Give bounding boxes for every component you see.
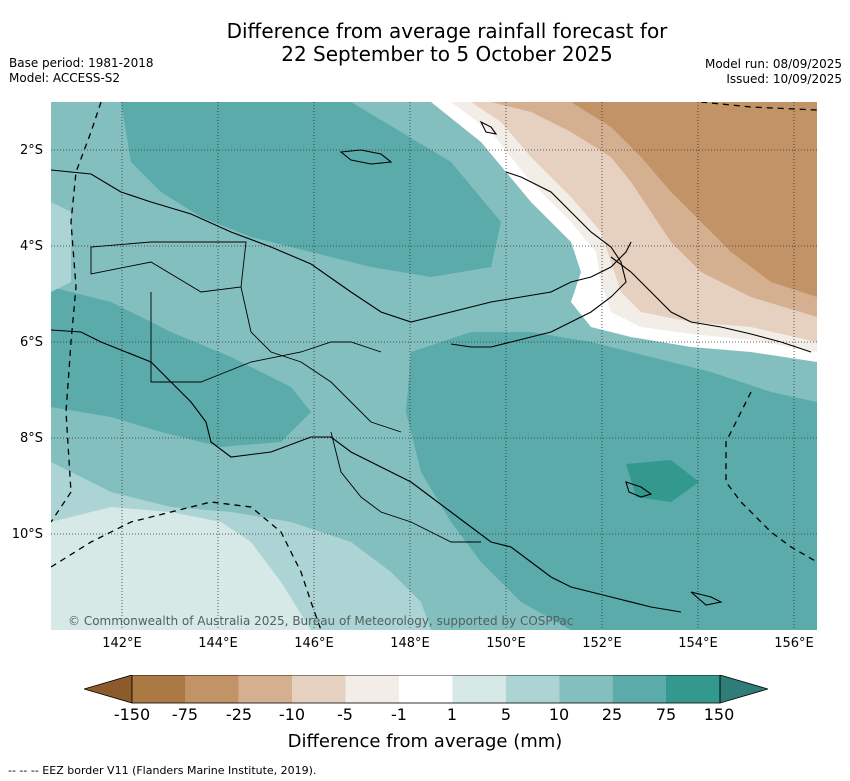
- colorbar-segment: [345, 675, 399, 703]
- copyright: © Commonwealth of Australia 2025, Bureau…: [68, 614, 574, 628]
- rainfall-map: © Commonwealth of Australia 2025, Bureau…: [51, 102, 817, 630]
- lat-label-2s: 2°S: [19, 143, 43, 158]
- colorbar-segment: [132, 675, 186, 703]
- eez-borders: [51, 102, 817, 630]
- issued-date: Issued: 10/09/2025: [726, 72, 842, 86]
- colorbar-tick: -1: [391, 705, 407, 724]
- colorbar-title: Difference from average (mm): [287, 731, 563, 752]
- eez-footnote: -- -- -- EEZ border V11 (Flanders Marine…: [8, 764, 317, 777]
- lon-label-154e: 154°E: [678, 636, 718, 651]
- colorbar-tick: 75: [655, 705, 677, 724]
- lon-label-146e: 146°E: [294, 636, 334, 651]
- meta-left: Base period: 1981-2018 Model: ACCESS-S2: [9, 56, 154, 86]
- colorbar-tick: 5: [500, 705, 512, 724]
- colorbar-tick: -25: [225, 705, 253, 724]
- colorbar-tick: -75: [171, 705, 199, 724]
- colorbar-segment: [452, 675, 506, 703]
- band-southeast: [406, 332, 817, 630]
- colorbar-tick: -10: [278, 705, 306, 724]
- colorbar-segment: [185, 675, 239, 703]
- lon-label-150e: 150°E: [486, 636, 526, 651]
- colorbar-frame: [131, 675, 721, 704]
- colorbar-segment: [666, 675, 720, 703]
- band-dry-4: [571, 102, 817, 297]
- colorbar: [84, 675, 768, 704]
- lat-label-8s: 8°S: [19, 431, 43, 446]
- band-west-edge: [51, 202, 71, 292]
- colorbar-extend-low: [84, 675, 133, 704]
- lon-label-152e: 152°E: [582, 636, 622, 651]
- model-run: Model run: 08/09/2025: [704, 57, 842, 71]
- colorbar-tick: 150: [703, 705, 735, 724]
- lat-label-4s: 4°S: [19, 239, 43, 254]
- model-name: Model: ACCESS-S2: [9, 71, 121, 85]
- colorbar-segment: [505, 675, 560, 703]
- colorbar-segment: [612, 675, 666, 703]
- lon-label-142e: 142°E: [102, 636, 142, 651]
- map-title: Difference from average rainfall forecas…: [0, 20, 850, 66]
- colorbar-extend-high: [719, 675, 768, 704]
- band-west: [51, 287, 311, 447]
- gridlines: [51, 102, 817, 630]
- lon-label-144e: 144°E: [198, 636, 238, 651]
- coastline: [51, 120, 812, 613]
- colorbar-segment: [292, 675, 346, 703]
- band-north-strong: [121, 102, 501, 277]
- lat-label-10s: 10°S: [11, 527, 43, 542]
- province-borders: [90, 241, 481, 543]
- meta-right: Model run: 08/09/2025 Issued: 10/09/2025: [705, 57, 842, 87]
- colorbar-segment: [238, 675, 293, 703]
- colorbar-segment: [559, 675, 613, 703]
- colorbar-tick: 25: [601, 705, 623, 724]
- lat-label-6s: 6°S: [19, 335, 43, 350]
- title-line-1: Difference from average rainfall forecas…: [226, 19, 668, 43]
- colorbar-tick: 10: [548, 705, 570, 724]
- colorbar-tick: -5: [337, 705, 353, 724]
- colorbar-tick: 1: [446, 705, 458, 724]
- base-period: Base period: 1981-2018: [9, 56, 154, 70]
- colorbar-segment: [399, 675, 453, 703]
- map-canvas: [51, 102, 817, 630]
- lon-label-156e: 156°E: [774, 636, 814, 651]
- colorbar-tick: -150: [113, 705, 151, 724]
- band-southwest-light: [51, 507, 311, 630]
- band-southeast-core: [626, 460, 699, 502]
- title-line-2: 22 September to 5 October 2025: [281, 42, 613, 66]
- lon-label-148e: 148°E: [390, 636, 430, 651]
